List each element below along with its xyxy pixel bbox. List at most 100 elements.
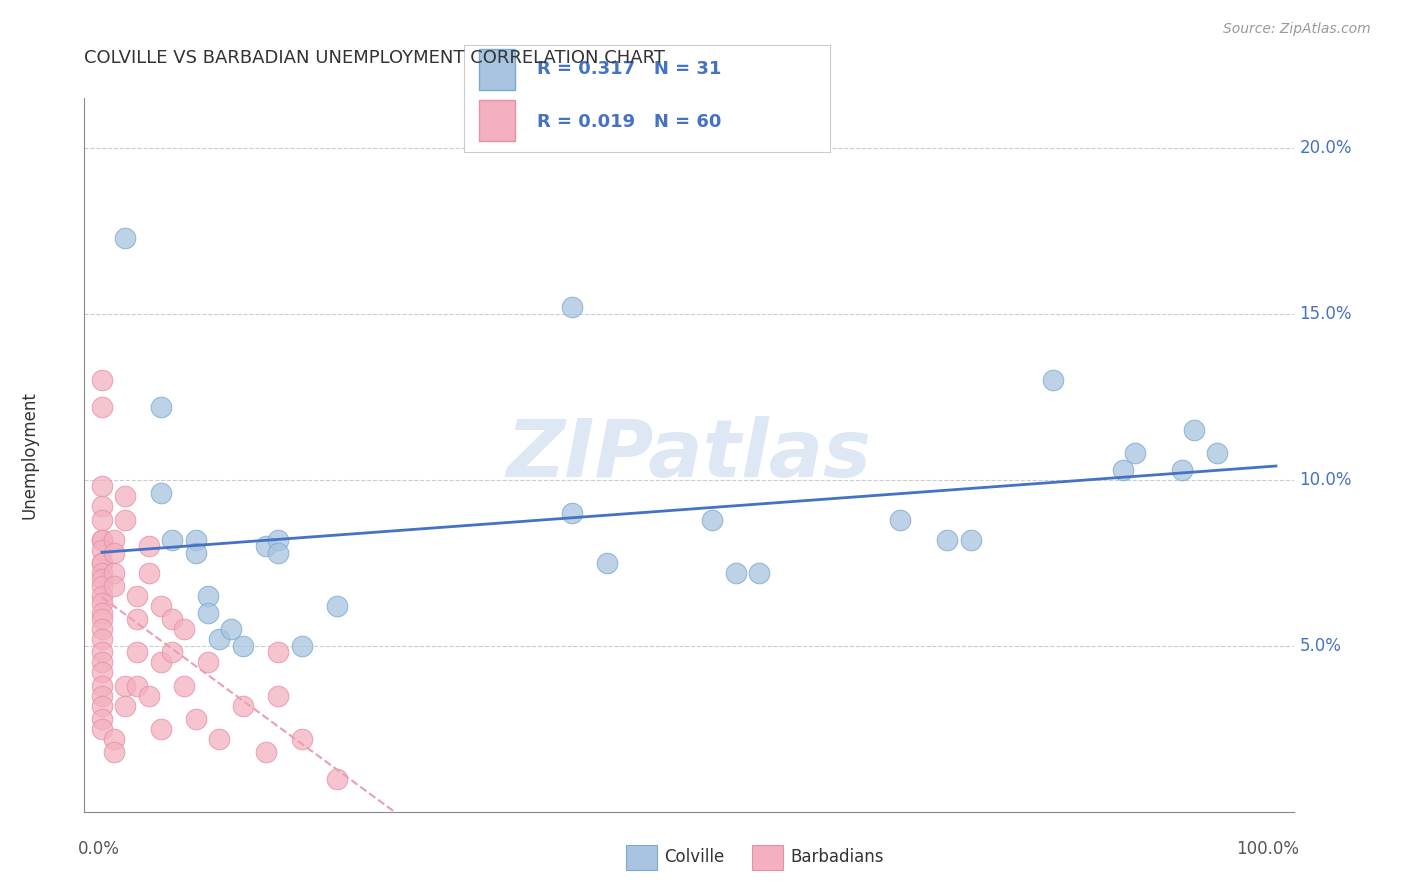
Point: [936, 533, 959, 547]
Point: [91, 679, 114, 693]
Point: [561, 300, 583, 314]
Text: 20.0%: 20.0%: [1299, 139, 1353, 157]
Point: [103, 566, 125, 580]
Point: [114, 698, 136, 713]
Point: [149, 656, 172, 670]
Text: 100.0%: 100.0%: [1236, 840, 1299, 858]
Point: [149, 599, 172, 613]
Point: [91, 533, 114, 547]
Point: [290, 731, 312, 746]
Point: [91, 556, 114, 570]
Point: [184, 533, 207, 547]
Point: [114, 230, 136, 244]
Point: [91, 665, 114, 680]
Point: [91, 566, 114, 580]
Point: [162, 645, 184, 659]
Text: ZIPatlas: ZIPatlas: [506, 416, 872, 494]
Point: [114, 490, 136, 504]
Point: [162, 612, 184, 626]
Text: Unemployment: Unemployment: [21, 391, 39, 519]
Point: [326, 599, 349, 613]
Text: Colville: Colville: [664, 848, 724, 866]
Point: [127, 589, 149, 603]
Point: [232, 639, 254, 653]
Point: [149, 486, 172, 500]
Point: [596, 556, 619, 570]
Point: [91, 596, 114, 610]
Point: [138, 689, 160, 703]
Point: [267, 689, 290, 703]
Point: [724, 566, 747, 580]
Point: [91, 556, 114, 570]
Point: [162, 533, 184, 547]
Point: [208, 632, 231, 647]
Point: [1182, 423, 1205, 437]
Point: [91, 722, 114, 736]
Point: [138, 539, 160, 553]
Point: [114, 679, 136, 693]
Point: [91, 712, 114, 726]
Point: [91, 698, 114, 713]
Point: [91, 656, 114, 670]
Point: [91, 542, 114, 557]
Text: 10.0%: 10.0%: [1299, 471, 1353, 489]
Point: [103, 546, 125, 560]
Point: [114, 513, 136, 527]
Point: [197, 656, 219, 670]
Text: Barbadians: Barbadians: [790, 848, 884, 866]
Point: [103, 579, 125, 593]
Point: [127, 612, 149, 626]
Point: [702, 513, 724, 527]
Point: [232, 698, 254, 713]
Text: R = 0.317   N = 31: R = 0.317 N = 31: [537, 61, 721, 78]
Point: [267, 645, 290, 659]
Point: [127, 679, 149, 693]
Point: [267, 533, 290, 547]
Point: [326, 772, 349, 786]
Point: [91, 573, 114, 587]
Point: [91, 533, 114, 547]
Point: [561, 506, 583, 520]
Point: [91, 373, 114, 387]
Point: [149, 400, 172, 414]
Point: [184, 712, 207, 726]
Point: [127, 645, 149, 659]
Bar: [478, 49, 515, 89]
Text: COLVILLE VS BARBADIAN UNEMPLOYMENT CORRELATION CHART: COLVILLE VS BARBADIAN UNEMPLOYMENT CORRE…: [84, 49, 665, 67]
Point: [103, 533, 125, 547]
Point: [208, 731, 231, 746]
Text: R = 0.019   N = 60: R = 0.019 N = 60: [537, 112, 721, 130]
Point: [91, 589, 114, 603]
Text: Source: ZipAtlas.com: Source: ZipAtlas.com: [1223, 22, 1371, 37]
Point: [91, 606, 114, 620]
Point: [103, 731, 125, 746]
Point: [197, 606, 219, 620]
Point: [149, 722, 172, 736]
Point: [254, 539, 277, 553]
Point: [197, 589, 219, 603]
Text: 15.0%: 15.0%: [1299, 305, 1353, 323]
Point: [91, 689, 114, 703]
Point: [91, 612, 114, 626]
Point: [103, 745, 125, 759]
Point: [1042, 373, 1064, 387]
Point: [91, 513, 114, 527]
Point: [184, 546, 207, 560]
Point: [748, 566, 770, 580]
Point: [254, 745, 277, 759]
Point: [91, 500, 114, 514]
Text: 0.0%: 0.0%: [79, 840, 120, 858]
Point: [959, 533, 981, 547]
Point: [1112, 463, 1135, 477]
Point: [138, 566, 160, 580]
Text: 5.0%: 5.0%: [1299, 637, 1341, 655]
Point: [219, 622, 242, 636]
Point: [267, 546, 290, 560]
Point: [290, 639, 312, 653]
Point: [91, 645, 114, 659]
Point: [91, 400, 114, 414]
Point: [889, 513, 911, 527]
Point: [1171, 463, 1194, 477]
Point: [91, 622, 114, 636]
Point: [91, 479, 114, 493]
